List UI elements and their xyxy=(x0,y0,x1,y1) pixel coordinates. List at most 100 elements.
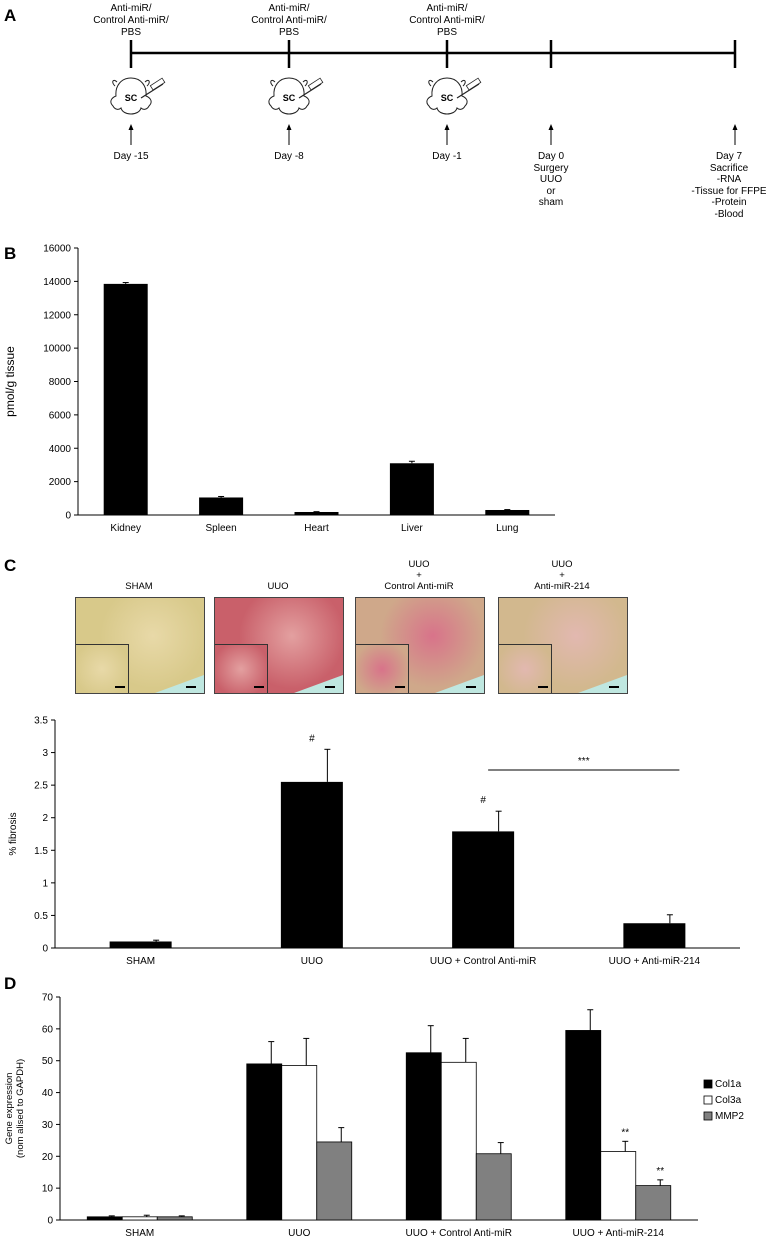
micrograph xyxy=(498,597,628,694)
y-tick-label: 10000 xyxy=(43,344,71,355)
bar xyxy=(156,1216,193,1221)
bar xyxy=(623,923,686,948)
bar xyxy=(294,511,339,515)
x-tick-label: UUO + Control Anti-miR xyxy=(406,1228,512,1239)
micrograph-inset xyxy=(76,644,129,693)
x-tick-label: UUO + Anti-miR-214 xyxy=(609,956,701,967)
y-tick-label: 4000 xyxy=(49,444,72,455)
micrograph xyxy=(355,597,485,694)
sc-label: SC xyxy=(441,93,454,103)
micrograph-title: UUO xyxy=(267,581,289,592)
y-tick-label: 0.5 xyxy=(34,911,48,922)
legend-label: MMP2 xyxy=(715,1111,744,1122)
scale-bar xyxy=(609,685,619,688)
x-tick-label: SHAM xyxy=(126,956,155,967)
y-tick-label: 20 xyxy=(42,1152,54,1163)
day-label: Day -1 xyxy=(432,151,462,162)
significance-mark: ** xyxy=(621,1127,629,1138)
sc-label: SC xyxy=(283,93,296,103)
mouse-icon: SC xyxy=(426,77,482,115)
scale-bar xyxy=(325,685,335,688)
legend-swatch xyxy=(703,1079,713,1089)
micrograph xyxy=(75,597,205,694)
significance-mark: # xyxy=(480,795,486,806)
injection-label: Anti-miR/Control Anti-miR/PBS xyxy=(251,3,327,38)
injection-label: Anti-miR/Control Anti-miR/PBS xyxy=(409,3,485,38)
bar xyxy=(86,1216,123,1221)
mouse-icon: SC xyxy=(110,77,166,115)
y-tick-label: 10 xyxy=(42,1184,54,1195)
y-axis-title: pmol/g tissue xyxy=(3,346,17,417)
y-tick-label: 3 xyxy=(42,748,48,759)
x-tick-label: Liver xyxy=(401,523,423,534)
x-tick-label: UUO + Control Anti-miR xyxy=(430,956,536,967)
scale-bar xyxy=(115,685,125,688)
bar xyxy=(635,1185,672,1221)
micrograph-title: UUO + Anti-miR-214 xyxy=(534,559,590,592)
micrograph-title: UUO + Control Anti-miR xyxy=(384,559,454,592)
y-tick-label: 2.5 xyxy=(34,781,48,792)
day-label: Day 7 Sacrifice -RNA -Tissue for FFPE -Prote… xyxy=(691,151,766,220)
y-tick-label: 14000 xyxy=(43,277,71,288)
micrograph-inset xyxy=(356,644,409,693)
panel-b-letter: B xyxy=(4,244,17,263)
y-tick-label: 0 xyxy=(42,944,48,955)
y-tick-label: 6000 xyxy=(49,410,72,421)
bar xyxy=(565,1030,602,1221)
y-tick-label: 3.5 xyxy=(34,716,48,727)
x-tick-label: Spleen xyxy=(206,523,237,534)
timeline: SC SC SC xyxy=(110,40,738,145)
y-tick-label: 1 xyxy=(42,878,48,889)
micrograph-inset xyxy=(215,644,268,693)
scale-bar xyxy=(395,685,405,688)
x-tick-label: SHAM xyxy=(125,1228,154,1239)
mouse-icon: SC xyxy=(268,77,324,115)
x-tick-label: UUO xyxy=(288,1228,310,1239)
x-tick-label: Kidney xyxy=(110,523,141,534)
x-tick-label: UUO xyxy=(301,956,323,967)
y-axis-title: Gene expression xyxy=(4,1073,15,1145)
bar xyxy=(280,781,343,948)
x-tick-label: UUO + Anti-miR-214 xyxy=(573,1228,665,1239)
y-tick-label: 8000 xyxy=(49,377,72,388)
bar xyxy=(121,1216,158,1221)
day-label: Day -8 xyxy=(274,151,304,162)
legend-swatch xyxy=(703,1095,713,1105)
y-tick-label: 60 xyxy=(42,1024,54,1035)
x-tick-label: Heart xyxy=(304,523,329,534)
micrograph xyxy=(214,597,344,694)
bar xyxy=(405,1052,442,1221)
bar xyxy=(452,831,515,948)
bar xyxy=(440,1061,477,1221)
bar xyxy=(600,1151,637,1221)
bar xyxy=(281,1065,318,1221)
panel-c-letter: C xyxy=(4,556,17,575)
scale-bar xyxy=(466,685,476,688)
significance-label: *** xyxy=(578,756,590,767)
y-tick-label: 2 xyxy=(42,813,48,824)
bar xyxy=(109,941,172,948)
legend: Col1a Col3a MMP2 xyxy=(703,1079,744,1122)
y-tick-label: 1.5 xyxy=(34,846,48,857)
day-label: Day 0 Surgery UUO or sham xyxy=(533,151,569,208)
day-label: Day -15 xyxy=(113,151,149,162)
gene-expression-chart: 0 10 20 30 40 50 60 70 Gene expression (nom alise… xyxy=(4,993,744,1240)
bar xyxy=(246,1063,283,1221)
y-tick-label: 0 xyxy=(65,511,71,522)
fibrosis-chart: 0 0.5 1 1.5 2 2.5 3 3.5 % fibrosis SHAM # UUO # UUO +… xyxy=(8,716,740,967)
bar xyxy=(389,463,434,515)
sc-label: SC xyxy=(125,93,138,103)
y-tick-label: 2000 xyxy=(49,477,72,488)
bar xyxy=(199,497,244,515)
y-tick-label: 16000 xyxy=(43,244,71,255)
tissue-distribution-chart: 0 2000 4000 6000 8000 10000 12000 14000 16000 pmo… xyxy=(3,244,555,534)
bar xyxy=(475,1153,512,1221)
scale-bar xyxy=(538,685,548,688)
legend-swatch xyxy=(703,1111,713,1121)
legend-label: Col3a xyxy=(715,1095,742,1106)
bar xyxy=(103,283,148,515)
bar xyxy=(485,509,530,515)
legend-label: Col1a xyxy=(715,1079,742,1090)
scale-bar xyxy=(186,685,196,688)
injection-label: Anti-miR/Control Anti-miR/PBS xyxy=(93,3,169,38)
